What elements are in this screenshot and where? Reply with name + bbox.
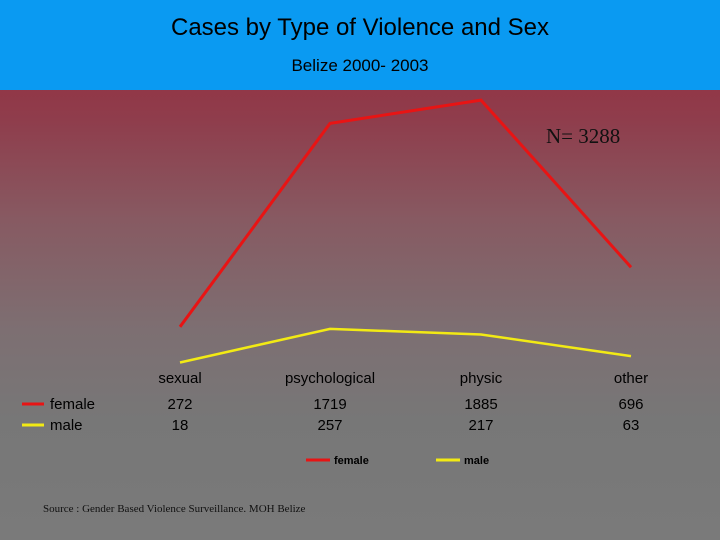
data-value-female-physic: 1885 xyxy=(464,396,497,413)
data-value-female-other: 696 xyxy=(618,396,643,413)
series-line-female xyxy=(178,98,633,328)
legend-label-male: male xyxy=(464,455,489,467)
data-value-male-psychological: 257 xyxy=(317,417,342,434)
category-label-other: other xyxy=(614,370,648,387)
table-row-label-female: female xyxy=(50,396,95,413)
source-note: Source : Gender Based Violence Surveilla… xyxy=(43,503,306,515)
sample-size-annotation: N= 3288 xyxy=(546,124,621,148)
category-label-physic: physic xyxy=(460,370,503,387)
chart-title: Cases by Type of Violence and Sex xyxy=(170,14,550,41)
data-value-female-psychological: 1719 xyxy=(313,396,346,413)
data-value-male-sexual: 18 xyxy=(172,417,189,434)
table-row-label-male: male xyxy=(50,417,83,434)
chart-subtitle: Belize 2000- 2003 xyxy=(291,56,429,75)
series-line-male xyxy=(179,327,632,364)
data-value-female-sexual: 272 xyxy=(167,396,192,413)
data-value-male-physic: 217 xyxy=(468,417,493,434)
legend-label-female: female xyxy=(334,455,369,467)
header-band xyxy=(0,0,720,90)
category-label-psychological: psychological xyxy=(285,370,375,387)
category-label-sexual: sexual xyxy=(158,370,201,387)
data-value-male-other: 63 xyxy=(623,417,640,434)
